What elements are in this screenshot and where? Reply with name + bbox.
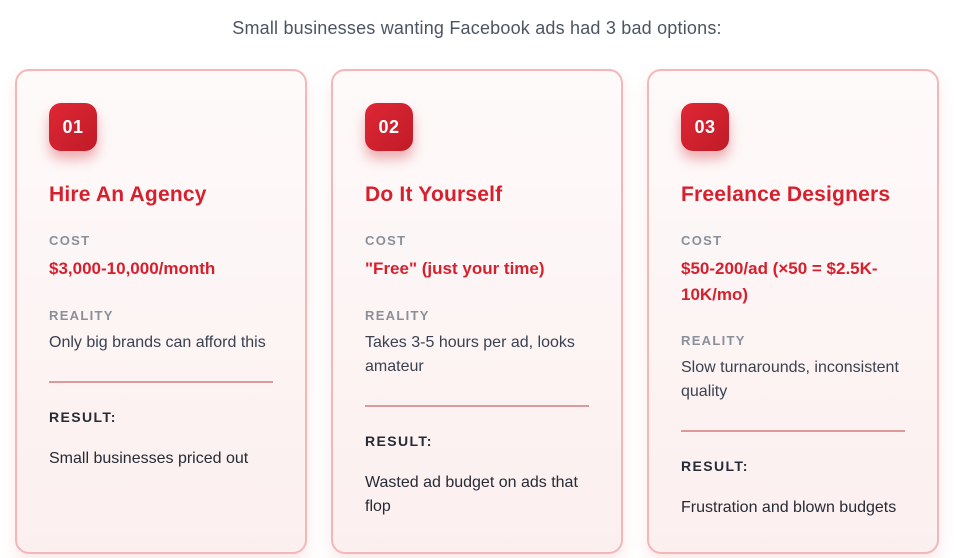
option-card-hire-an-agency: 01 Hire An Agency COST $3,000-10,000/mon… (15, 69, 307, 554)
reality-label: REALITY (681, 333, 746, 348)
reality-text: Only big brands can afford this (49, 333, 266, 351)
cost-value: "Free" (just your time) (365, 259, 545, 278)
divider (49, 380, 273, 383)
result-text: Frustration and blown budgets (681, 499, 897, 516)
divider (365, 404, 589, 407)
result-text: Small businesses priced out (49, 449, 249, 467)
result-label: RESULT: (681, 458, 749, 474)
cost-label: COST (365, 233, 407, 248)
cost-label: COST (681, 233, 723, 248)
card-title: Do It Yourself (365, 183, 503, 206)
result-label: RESULT: (365, 432, 433, 449)
reality-text: Takes 3-5 hours per ad, looks amateur (365, 333, 575, 375)
card-number-badge: 02 (365, 103, 413, 151)
reality-label: REALITY (365, 307, 430, 323)
option-card-freelance-designers: 03 Freelance Designers COST $50-200/ad (… (647, 69, 939, 554)
card-number-badge: 03 (681, 103, 729, 151)
page-title: Small businesses wanting Facebook ads ha… (232, 18, 722, 38)
cost-label: COST (49, 233, 91, 248)
divider (681, 430, 905, 432)
card-title: Hire An Agency (49, 183, 207, 206)
reality-text: Slow turnarounds, inconsistent quality (681, 359, 899, 400)
result-text: Wasted ad budget on ads that flop (365, 473, 578, 515)
option-card-do-it-yourself: 02 Do It Yourself COST "Free" (just your… (331, 69, 623, 554)
card-number-badge: 01 (49, 103, 97, 151)
three-bad-options-section: Small businesses wanting Facebook ads ha… (0, 18, 954, 554)
result-label: RESULT: (49, 408, 117, 425)
cost-value: $50-200/ad (×50 = $2.5K-10K/mo) (681, 259, 878, 304)
options-card-row: 01 Hire An Agency COST $3,000-10,000/mon… (0, 69, 954, 554)
cost-value: $3,000-10,000/month (49, 259, 216, 278)
card-title: Freelance Designers (681, 183, 891, 206)
reality-label: REALITY (49, 307, 114, 323)
